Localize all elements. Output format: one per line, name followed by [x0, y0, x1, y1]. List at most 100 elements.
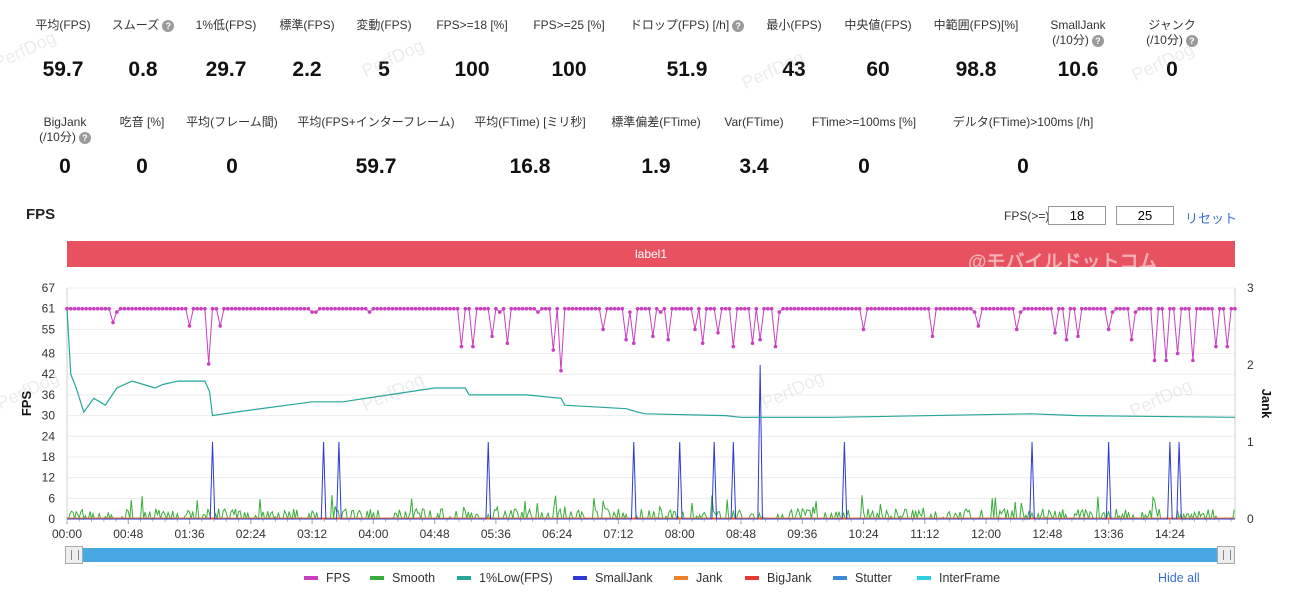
fps-point — [149, 306, 153, 311]
fps-point — [900, 306, 904, 311]
help-icon[interactable]: ? — [1091, 34, 1104, 47]
fps-point — [475, 306, 479, 311]
metric-value: 3.4 — [739, 155, 769, 178]
legend-item-smooth[interactable]: Smooth — [370, 571, 435, 585]
fps-point — [1229, 306, 1233, 311]
metric-metrics_row2-8: デルタ(FTime)>100ms [/h] 0 — [933, 115, 1113, 179]
fps-point — [720, 306, 724, 311]
fps-point — [681, 306, 686, 311]
fps-point — [210, 306, 215, 311]
help-icon[interactable]: ? — [78, 131, 91, 144]
fps-point — [923, 306, 927, 311]
metric-value: 51.9 — [666, 58, 708, 81]
metric-value: 0 — [858, 155, 870, 178]
fps-point — [138, 306, 142, 311]
y-tick-label: 12 — [42, 471, 56, 485]
fps-point — [877, 306, 881, 311]
legend-swatch — [573, 575, 587, 580]
legend-item-fps[interactable]: FPS — [304, 571, 350, 585]
fps-point — [750, 341, 755, 345]
fps-point — [383, 306, 387, 311]
fps-point — [700, 341, 705, 345]
fps-point — [1087, 306, 1092, 311]
legend-label: Stutter — [855, 571, 892, 585]
fps-point — [1210, 306, 1214, 311]
legend-swatch — [304, 575, 318, 580]
help-icon[interactable]: ? — [162, 19, 175, 32]
slider-handle-right[interactable] — [1217, 546, 1235, 564]
fps-point — [739, 306, 743, 311]
threshold-input-1[interactable] — [1048, 206, 1106, 225]
metric-label: ジャンク (/10分)? — [1082, 18, 1262, 48]
fps-point — [1129, 337, 1134, 342]
metric-label-text: FPS>=25 [%] — [533, 18, 605, 32]
fps-point — [118, 306, 123, 311]
fps-point — [528, 306, 533, 311]
legend-item-bigjank[interactable]: BigJank — [745, 571, 811, 585]
fps-point — [892, 306, 896, 311]
fps-point — [888, 306, 893, 311]
x-tick-label: 09:36 — [787, 527, 817, 541]
fps-point — [624, 337, 628, 342]
fps-point — [1183, 306, 1187, 311]
fps-point — [172, 306, 176, 311]
metric-value: 0 — [59, 155, 71, 178]
fps-point — [1106, 327, 1111, 332]
fps-point — [95, 306, 100, 311]
fps-point — [654, 306, 659, 311]
fps-point — [1168, 306, 1172, 311]
slider-handle-left[interactable] — [65, 546, 83, 564]
fps-point — [524, 306, 529, 311]
legend-item-stutter[interactable]: Stutter — [833, 571, 892, 585]
fps-point — [406, 306, 410, 311]
metric-label: 中範囲(FPS)[%] — [886, 18, 1066, 33]
fps-point — [1030, 306, 1034, 311]
legend-item-smalljank[interactable]: SmallJank — [573, 571, 653, 585]
legend-item-jank[interactable]: Jank — [674, 571, 722, 585]
metric-metrics_row2-3: 平均(FPS+インターフレーム) 59.7 — [286, 115, 466, 179]
fps-point — [520, 306, 525, 311]
fps-point — [229, 306, 234, 311]
fps-point — [796, 306, 801, 311]
y-tick-label: 18 — [42, 450, 56, 464]
fps-point — [651, 334, 655, 339]
fps-point — [884, 306, 889, 311]
fps-point — [823, 306, 827, 311]
label-band[interactable]: label1 — [67, 241, 1235, 267]
fps-point — [88, 306, 92, 311]
threshold-input-2[interactable] — [1116, 206, 1174, 225]
time-range-slider[interactable] — [65, 546, 1235, 564]
metric-label-text: SmallJank — [1050, 18, 1106, 32]
fps-point — [459, 344, 464, 349]
fps-point — [1145, 306, 1149, 311]
fps-point — [1003, 306, 1007, 311]
fps-point — [417, 306, 422, 311]
fps-point — [1141, 306, 1145, 311]
fps-point — [65, 306, 69, 311]
legend-item-interframe[interactable]: InterFrame — [917, 571, 1000, 585]
fps-point — [566, 306, 571, 311]
y-axis-title: FPS — [19, 391, 34, 417]
help-icon[interactable]: ? — [1185, 34, 1198, 47]
fps-point — [846, 306, 850, 311]
fps-point — [769, 306, 774, 311]
legend-label: BigJank — [767, 571, 812, 585]
metric-label-text: 標準(FPS) — [279, 18, 335, 32]
threshold-label: FPS(>=) — [1004, 209, 1050, 223]
fps-point — [789, 306, 793, 311]
fps-point — [130, 306, 134, 311]
legend-item-1-low-fps-[interactable]: 1%Low(FPS) — [457, 571, 553, 585]
help-icon[interactable]: ? — [732, 19, 745, 32]
x-tick-label: 05:36 — [481, 527, 511, 541]
fps-point — [1149, 306, 1153, 311]
metric-value: 16.8 — [509, 155, 551, 178]
metric-value: 10.6 — [1057, 58, 1099, 81]
fps-point — [1164, 358, 1168, 363]
reset-link[interactable]: リセット — [1185, 211, 1238, 226]
hide-all-link[interactable]: Hide all — [1158, 571, 1200, 585]
fps-point — [452, 306, 456, 311]
fps-point — [1198, 306, 1203, 311]
metric-metrics_row2-4: 平均(FTime) [ミリ秒] 16.8 — [440, 115, 620, 179]
fps-point — [1206, 306, 1210, 311]
metric-metrics_row1-6: FPS>=25 [%] 100 — [479, 18, 659, 82]
